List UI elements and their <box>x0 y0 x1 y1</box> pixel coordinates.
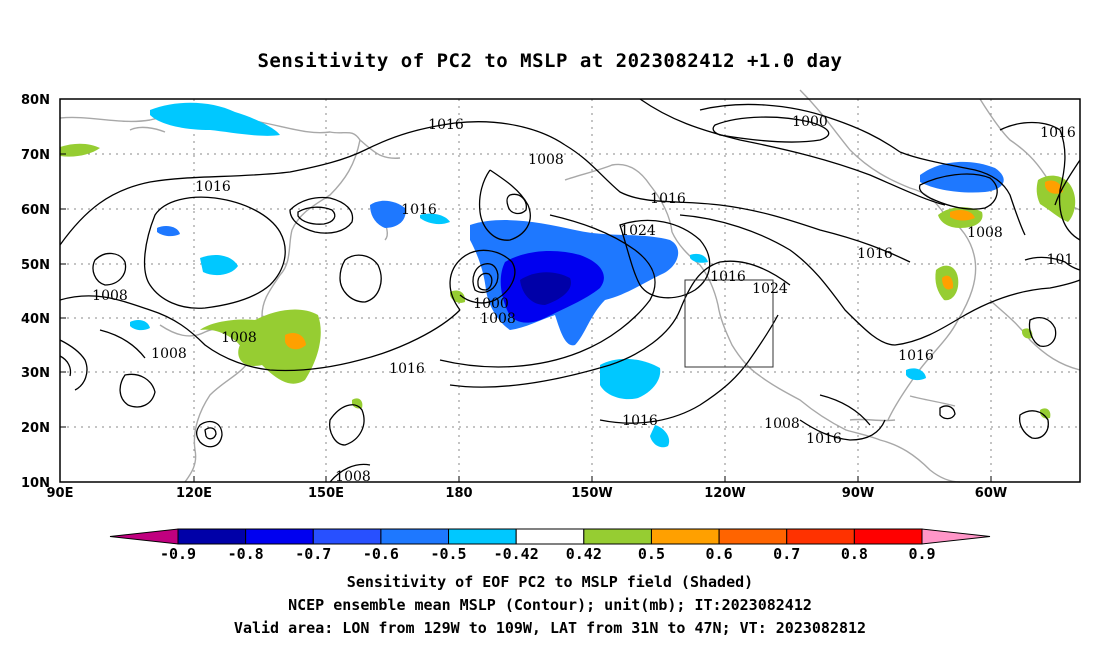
lat-label: 60N <box>21 203 50 218</box>
contour-label: 1016 <box>806 431 842 447</box>
longitude-labels: 90E 120E 150E 180 150W 120W 90W 60W <box>47 486 1008 501</box>
lon-label: 90W <box>842 486 874 501</box>
contour-label: 1008 <box>151 346 187 362</box>
contour-label: 1024 <box>752 281 788 297</box>
contour-label: 1008 <box>967 225 1003 241</box>
colorbar-segment <box>177 528 247 545</box>
colorbar-segment <box>380 528 450 545</box>
lat-label: 80N <box>21 93 50 108</box>
colorbar-segment <box>921 528 991 545</box>
lat-label: 10N <box>21 476 50 491</box>
colorbar-tick-label: 0.9 <box>908 545 935 563</box>
colorbar-tick-label: 0.6 <box>706 545 733 563</box>
contour-label: 1016 <box>650 191 686 207</box>
contour-label: 1008 <box>528 152 564 168</box>
colorbar-segment <box>853 528 923 545</box>
colorbar-segment <box>109 528 179 545</box>
contour-label: 1008 <box>480 311 516 327</box>
lat-label: 70N <box>21 148 50 163</box>
contour-label: 1016 <box>389 361 425 377</box>
contour-label: 1016 <box>710 269 746 285</box>
contour-label: 1016 <box>622 413 658 429</box>
lat-label: 30N <box>21 366 50 381</box>
contour-label: 1016 <box>1040 125 1076 141</box>
lon-label: 60W <box>975 486 1007 501</box>
colorbar-tick-label: -0.9 <box>160 545 196 563</box>
colorbar-segment <box>245 528 314 545</box>
contour-label: 1008 <box>221 330 257 346</box>
contour-label: 1016 <box>898 348 934 364</box>
lat-label: 20N <box>21 421 50 436</box>
lon-label: 150W <box>571 486 612 501</box>
colorbar-tick-label: -0.42 <box>494 545 539 563</box>
colorbar-segment <box>448 528 517 545</box>
colorbar-tick-label: -0.7 <box>295 545 331 563</box>
colorbar-tick-label: 0.8 <box>841 545 868 563</box>
contour-label: 1008 <box>335 469 371 485</box>
lon-label: 180 <box>445 486 472 501</box>
lat-label: 50N <box>21 258 50 273</box>
colorbar: -0.9 -0.8 -0.7 -0.6 -0.5 -0.42 0.42 0.5 0.6 0.7 0.… <box>109 528 991 563</box>
contour-labels: 1016 1000 1016 1008 1016 1008 1016 1024 … <box>92 114 1076 485</box>
valid-area-box <box>684 279 774 368</box>
map-border <box>59 98 1081 483</box>
latitude-labels: 80N 70N 60N 50N 40N 30N 20N 10N <box>21 93 50 491</box>
colorbar-segment <box>786 528 855 545</box>
lon-label: 150E <box>308 486 344 501</box>
colorbar-segment <box>312 528 382 545</box>
colorbar-tick-label: -0.8 <box>228 545 264 563</box>
shaded-sensitivity <box>60 102 1076 448</box>
contour-label: 1024 <box>620 223 656 239</box>
contour-label: 1000 <box>473 296 509 312</box>
footer-line-2: NCEP ensemble mean MSLP (Contour); unit(… <box>288 596 812 614</box>
colorbar-tick-label: -0.6 <box>363 545 399 563</box>
colorbar-segment <box>515 528 585 545</box>
contour-label: 1016 <box>195 179 231 195</box>
colorbar-tick-label: 0.7 <box>773 545 800 563</box>
mslp-contours <box>59 98 1081 483</box>
contour-label: 101 <box>1047 252 1074 268</box>
colorbar-tick-label: 0.5 <box>638 545 665 563</box>
contour-label: 1016 <box>428 117 464 133</box>
lon-label: 120E <box>176 486 212 501</box>
footer-line-1: Sensitivity of EOF PC2 to MSLP field (Sh… <box>346 573 754 591</box>
lat-label: 40N <box>21 312 50 327</box>
contour-label: 1008 <box>92 288 128 304</box>
colorbar-segment <box>718 528 788 545</box>
contour-label: 1016 <box>857 246 893 262</box>
lon-label: 120W <box>704 486 745 501</box>
tick-marks <box>60 153 992 482</box>
map-title: Sensitivity of PC2 to MSLP at 2023082412… <box>257 50 843 72</box>
colorbar-segment <box>583 528 652 545</box>
contour-label: 1000 <box>792 114 828 130</box>
colorbar-tick-label: 0.42 <box>566 545 602 563</box>
colorbar-segment <box>650 528 720 545</box>
contour-label: 1008 <box>764 416 800 432</box>
contour-label: 1016 <box>401 202 437 218</box>
colorbar-tick-label: -0.5 <box>430 545 466 563</box>
lon-label: 90E <box>47 486 74 501</box>
footer-line-3: Valid area: LON from 129W to 109W, LAT f… <box>233 619 867 637</box>
